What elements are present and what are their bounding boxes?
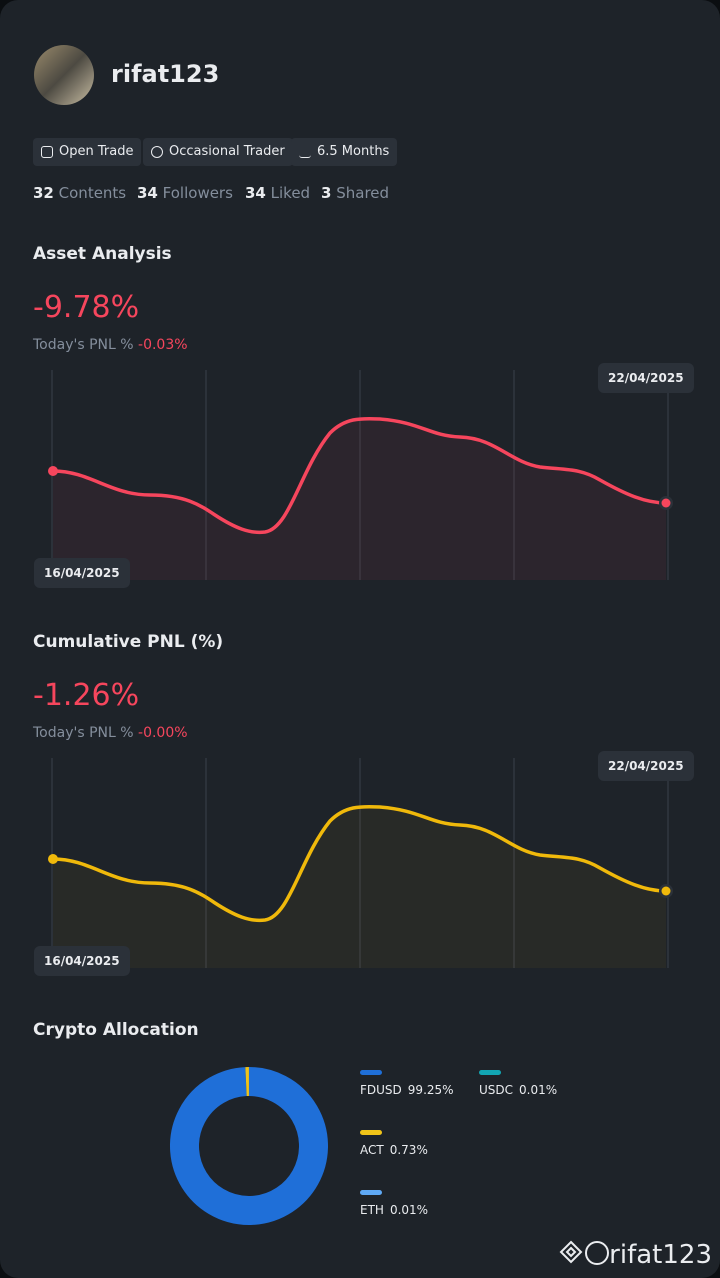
badge: Open Trade xyxy=(33,138,142,166)
legend-swatch xyxy=(360,1070,382,1075)
badge-text: Open Trade xyxy=(59,144,134,159)
start-date: 16/04/2025 xyxy=(34,558,130,588)
stat-label: Followers xyxy=(162,184,233,202)
legend-value: 99.25% xyxy=(408,1083,454,1097)
end-point-dot xyxy=(661,886,671,896)
legend-value: 0.73% xyxy=(390,1143,428,1157)
avatar[interactable] xyxy=(33,44,95,106)
legend-name: FDUSD xyxy=(360,1083,402,1097)
watermark-logo xyxy=(559,1240,610,1265)
stat-value: 32 xyxy=(33,184,54,202)
watermark: rifat123 xyxy=(557,1238,712,1270)
section-title: Asset Analysis xyxy=(33,244,172,264)
badge-text: Occasional Trader xyxy=(169,144,285,159)
avatar-image xyxy=(34,45,94,105)
badge: Occasional Trader xyxy=(143,138,293,166)
stat[interactable]: 34 Liked xyxy=(245,184,310,202)
stat-label: Liked xyxy=(270,184,311,202)
end-point-dot xyxy=(661,498,671,508)
stat-value: 34 xyxy=(137,184,158,202)
pnl-value: -1.26% xyxy=(33,678,140,713)
allocation-chart: FDUSD 99.25% USDC 0.01% ACT 0.73% ETH 0.01% xyxy=(170,1066,557,1225)
stat-value: 34 xyxy=(245,184,266,202)
pnl-label: Today's PNL % xyxy=(33,725,134,741)
legend-swatch xyxy=(360,1130,382,1135)
legend-name: ETH xyxy=(360,1203,384,1217)
area xyxy=(53,418,666,580)
pnl-value: -9.78% xyxy=(33,290,140,325)
legend-swatch xyxy=(479,1070,501,1075)
today-pnl: Today's PNL % -0.03% xyxy=(33,337,188,353)
line xyxy=(52,804,667,923)
start-point xyxy=(48,854,58,864)
stat[interactable]: 3 Shared xyxy=(321,184,389,202)
legend-value: 0.01% xyxy=(390,1203,428,1217)
legend-name: USDC xyxy=(479,1083,513,1097)
pnl-today-value: -0.00% xyxy=(138,725,188,741)
section-title: Crypto Allocation xyxy=(33,1020,199,1040)
badge-text: 6.5 Months xyxy=(317,144,390,159)
badge: 6.5 Months xyxy=(291,138,398,166)
watermark-text: rifat123 xyxy=(609,1240,712,1270)
legend-value: 0.01% xyxy=(519,1083,557,1097)
legend-name: ACT xyxy=(360,1143,384,1157)
stat[interactable]: 34 Followers xyxy=(137,184,233,202)
pnl-chart xyxy=(48,370,673,580)
section-title: Cumulative PNL (%) xyxy=(33,632,224,652)
stat-value: 3 xyxy=(321,184,332,202)
end-date: 22/04/2025 xyxy=(598,751,694,781)
stat[interactable]: 32 Contents xyxy=(33,184,126,202)
end-date: 22/04/2025 xyxy=(598,363,694,393)
donut-segment xyxy=(170,1067,328,1225)
legend-swatch xyxy=(360,1190,382,1195)
start-date: 16/04/2025 xyxy=(34,946,130,976)
today-pnl: Today's PNL % -0.00% xyxy=(33,725,188,741)
line xyxy=(52,416,667,535)
pnl-chart xyxy=(48,758,673,968)
username: rifat123 xyxy=(111,60,220,88)
pnl-label: Today's PNL % xyxy=(33,337,134,353)
start-point xyxy=(48,466,58,476)
stat-label: Contents xyxy=(58,184,127,202)
stat-label: Shared xyxy=(336,184,390,202)
area xyxy=(53,806,666,968)
pnl-today-value: -0.03% xyxy=(138,337,188,353)
